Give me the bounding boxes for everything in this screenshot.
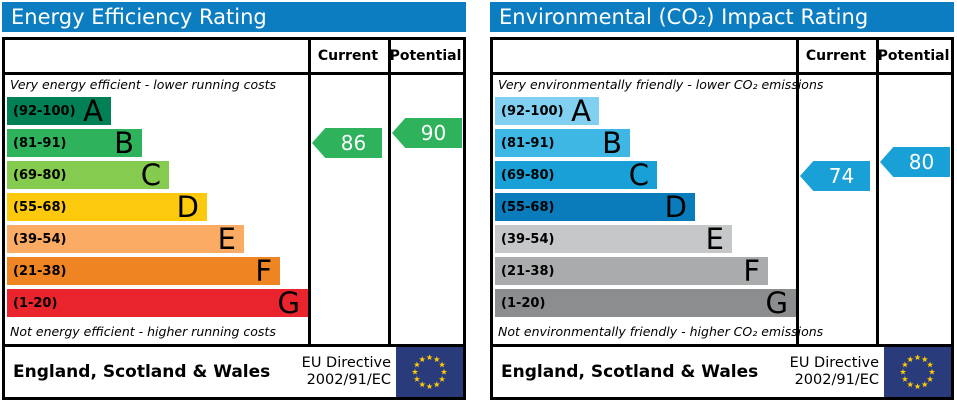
band-range-label: (92-100) [13, 103, 76, 119]
potential-rating-arrow: 80 [880, 147, 950, 177]
column-divider [876, 40, 879, 344]
rating-bands: (92-100) A (81-91) B (69-80) C (55-68) D (39-54)… [495, 97, 796, 321]
band-row-a: (92-100) A [495, 94, 599, 128]
current-rating-value: 74 [828, 164, 855, 188]
panel-title: Energy Efficiency Rating [11, 5, 267, 29]
band-row-b: (81-91) B [495, 126, 630, 160]
eu-directive-line1: EU Directive [301, 354, 391, 371]
band-row-d: (55-68) D [495, 190, 695, 224]
band-letter: D [176, 190, 199, 224]
band-letter: C [628, 158, 649, 192]
panel-title: Environmental (CO₂) Impact Rating [499, 5, 869, 29]
band-letter: G [765, 286, 788, 320]
band-range-label: (81-91) [13, 135, 67, 151]
potential-rating-arrow: 90 [392, 118, 462, 148]
band-range-label: (1-20) [13, 295, 58, 311]
energy-title-bar: Energy Efficiency Rating [2, 2, 466, 32]
band-row-g: (1-20) G [495, 286, 796, 320]
band-range-label: (55-68) [501, 199, 555, 215]
footer: England, Scotland & Wales EU Directive 2… [5, 344, 463, 397]
band-range-label: (39-54) [13, 231, 67, 247]
band-row-f: (21-38) F [495, 254, 768, 288]
eu-directive-line2: 2002/91/EC [794, 372, 879, 388]
environmental-rating-table: Current Potential Very environmentally f… [490, 37, 954, 400]
band-range-label: (92-100) [501, 103, 564, 119]
band-row-b: (81-91) B [7, 126, 142, 160]
potential-rating-value: 90 [420, 121, 447, 145]
band-range-label: (81-91) [501, 135, 555, 151]
band-row-e: (39-54) E [7, 222, 244, 256]
region-label: England, Scotland & Wales [13, 362, 271, 382]
eu-directive-line2: 2002/91/EC [306, 372, 391, 388]
rating-bands: (92-100) A (81-91) B (69-80) C (55-68) D (39-54)… [7, 97, 308, 321]
current-column-header: Current [805, 48, 867, 64]
footer: England, Scotland & Wales EU Directive 2… [493, 344, 951, 397]
eu-directive-label: EU Directive 2002/91/EC [790, 355, 879, 390]
band-letter: D [664, 190, 687, 224]
environmental-impact-panel: Environmental (CO₂) Impact Rating Curren… [490, 2, 954, 400]
bottom-note: Not environmentally friendly - higher CO… [498, 324, 824, 339]
current-rating-arrow: 74 [800, 161, 870, 191]
bottom-note: Not energy efficient - higher running co… [10, 324, 276, 339]
band-letter: E [217, 222, 236, 256]
top-note: Very energy efficient - lower running co… [10, 77, 277, 92]
energy-efficiency-panel: Energy Efficiency Rating Current Potenti… [2, 2, 466, 400]
band-range-label: (69-80) [13, 167, 67, 183]
band-letter: G [277, 286, 300, 320]
current-rating-value: 86 [340, 131, 367, 155]
band-range-label: (39-54) [501, 231, 555, 247]
eu-flag-icon [884, 347, 951, 397]
band-row-a: (92-100) A [7, 94, 111, 128]
column-divider [796, 40, 799, 344]
band-range-label: (1-20) [501, 295, 546, 311]
table-header-row: Current Potential [493, 40, 951, 75]
band-letter: A [571, 94, 591, 128]
band-letter: A [83, 94, 103, 128]
band-row-c: (69-80) C [495, 158, 657, 192]
band-letter: B [602, 126, 622, 160]
band-row-f: (21-38) F [7, 254, 280, 288]
column-divider [308, 40, 311, 344]
band-letter: B [114, 126, 134, 160]
potential-column-header: Potential [389, 48, 462, 64]
top-note: Very environmentally friendly - lower CO… [498, 77, 824, 92]
band-letter: E [705, 222, 724, 256]
eu-flag-icon [396, 347, 463, 397]
band-row-g: (1-20) G [7, 286, 308, 320]
band-row-e: (39-54) E [495, 222, 732, 256]
band-range-label: (69-80) [501, 167, 555, 183]
table-header-row: Current Potential [5, 40, 463, 75]
region-label: England, Scotland & Wales [501, 362, 759, 382]
band-row-d: (55-68) D [7, 190, 207, 224]
column-divider [388, 40, 391, 344]
band-range-label: (21-38) [13, 263, 67, 279]
eu-directive-line1: EU Directive [789, 354, 879, 371]
band-range-label: (21-38) [501, 263, 555, 279]
band-letter: F [743, 254, 760, 288]
environmental-title-bar: Environmental (CO₂) Impact Rating [490, 2, 954, 32]
potential-rating-value: 80 [908, 150, 935, 174]
band-letter: F [255, 254, 272, 288]
current-column-header: Current [317, 48, 379, 64]
band-range-label: (55-68) [13, 199, 67, 215]
current-rating-arrow: 86 [312, 128, 382, 158]
band-letter: C [140, 158, 161, 192]
eu-directive-label: EU Directive 2002/91/EC [302, 355, 391, 390]
potential-column-header: Potential [877, 48, 950, 64]
energy-rating-table: Current Potential Very energy efficient … [2, 37, 466, 400]
band-row-c: (69-80) C [7, 158, 169, 192]
